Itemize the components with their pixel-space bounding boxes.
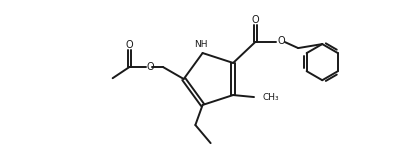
Text: O: O (251, 15, 258, 25)
Text: O: O (277, 36, 284, 46)
Text: NH: NH (193, 40, 207, 49)
Text: CH₃: CH₃ (262, 93, 279, 102)
Text: O: O (146, 62, 154, 72)
Text: O: O (126, 40, 133, 50)
